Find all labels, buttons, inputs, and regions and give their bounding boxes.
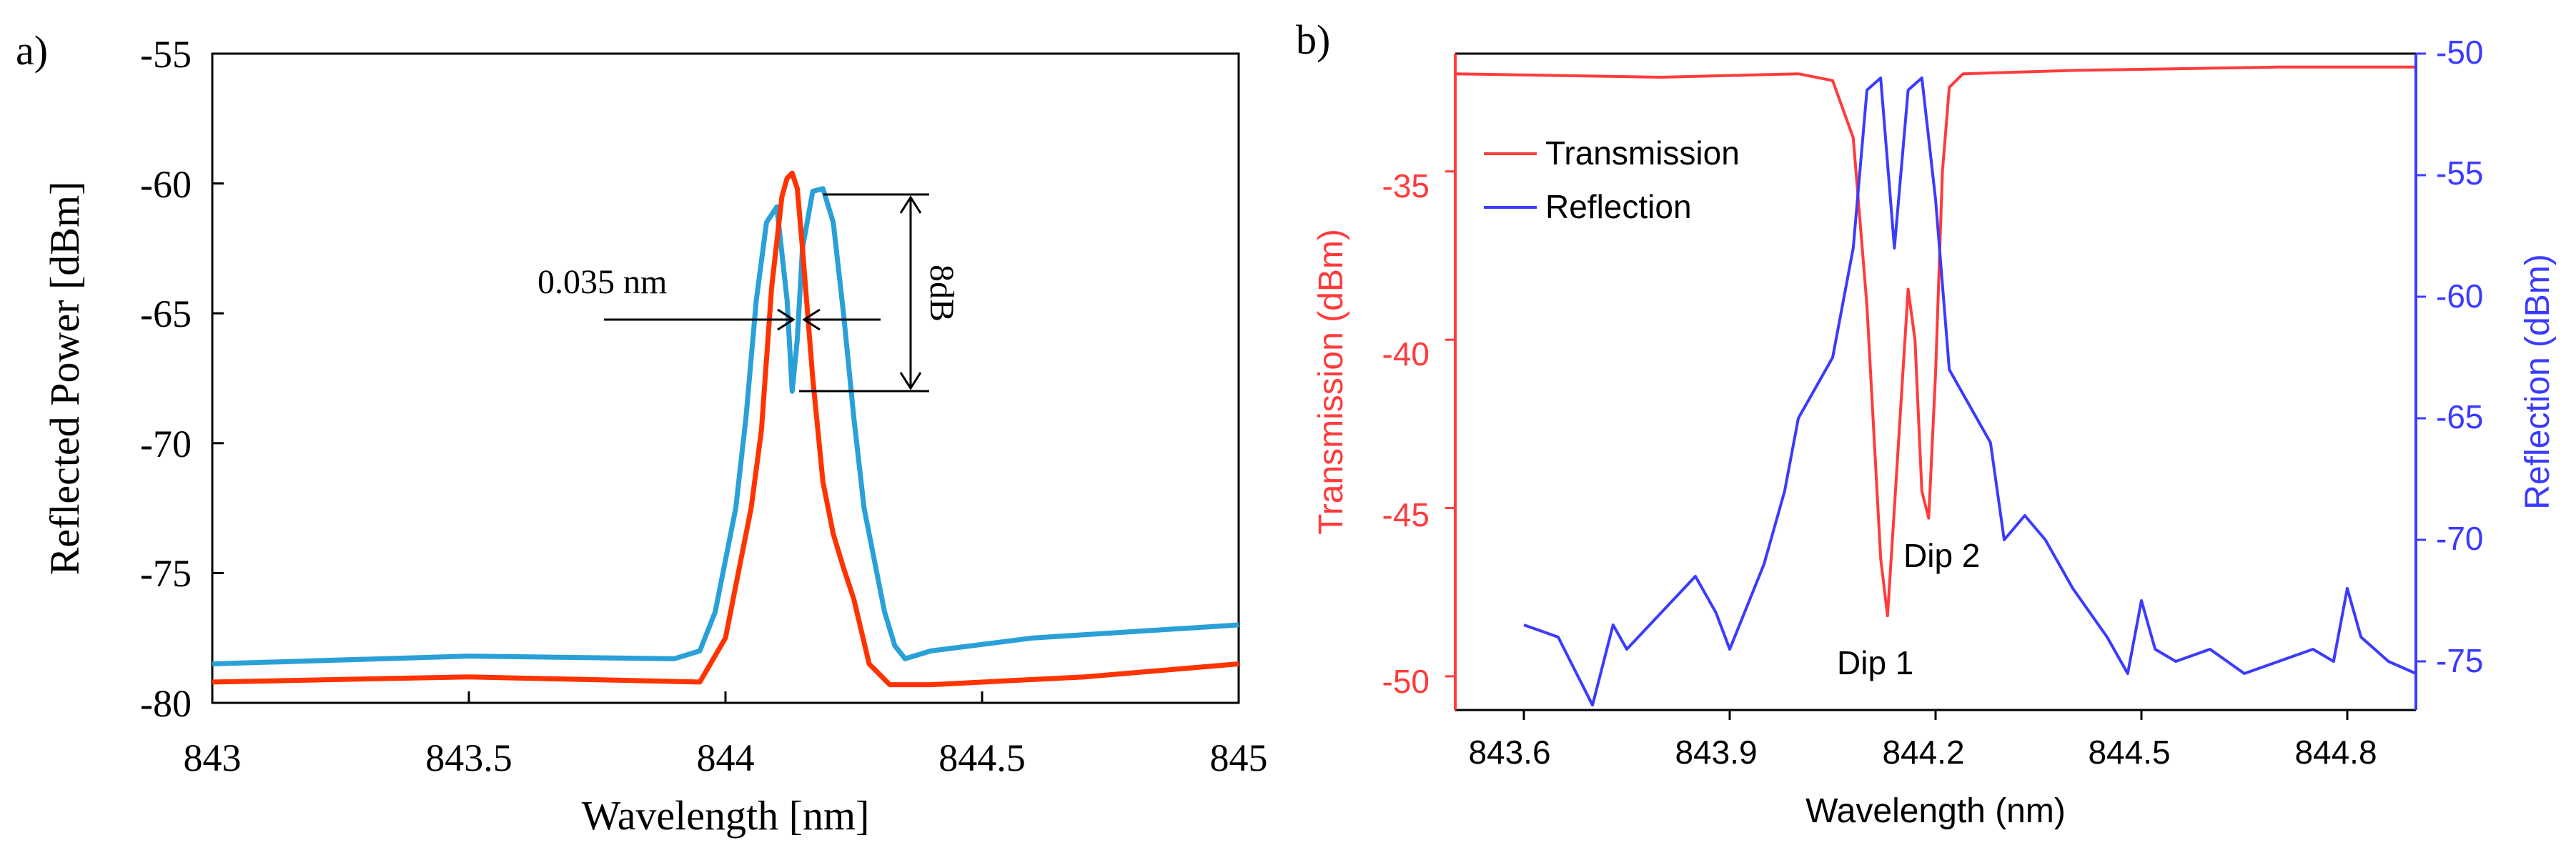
chart-a-ytick-label: -55 (140, 33, 192, 76)
chart-b-xtick-label: 843.9 (1675, 734, 1757, 771)
chart-b-ytick-label: -40 (1382, 335, 1430, 373)
chart-a-ticks (211, 52, 1240, 704)
annotation-dip2: Dip 2 (1903, 537, 1980, 574)
chart-a-ylabel: Reflected Power [dBm] (41, 182, 88, 576)
chart-a-series-layer (211, 52, 1240, 704)
chart-b-ytick-right-label: -60 (2436, 277, 2483, 315)
chart-b-ytick-label: -45 (1382, 496, 1430, 533)
chart-a-ytick-label: -65 (140, 292, 192, 335)
chart-b-ytick-label: -35 (1382, 167, 1430, 204)
depth-arrowhead-bottom (899, 372, 922, 390)
chart-a-xtick-label: 845 (1210, 736, 1268, 779)
chart-b-ytick-right-label: -55 (2436, 154, 2483, 192)
chart-b-xtick-label: 844.5 (2088, 734, 2170, 771)
chart-b-ytick-label: -50 (1382, 663, 1430, 700)
chart-b-ytick-right-label: -50 (2436, 34, 2483, 71)
chart-b-ytick-right-label: -65 (2436, 398, 2483, 435)
chart-a-xtick-label: 843.5 (425, 736, 512, 779)
chart-b-xtick-label: 844.2 (1882, 734, 1964, 771)
chart-a-ytick-label: -70 (140, 423, 192, 465)
annotation-depth: 8dB (923, 265, 961, 322)
panel-label-a: a) (16, 27, 48, 74)
chart-a-xtick-label: 844.5 (938, 736, 1026, 779)
chart-b-xlabel: Wavelength (nm) (1805, 792, 2066, 830)
chart-b-ylabel-right: Reflection (dBm) (2519, 254, 2557, 509)
chart-a-series-red (212, 170, 1239, 688)
chart-a: a) -55 -60 -65 -70 -75 -80 843 843.5 844… (16, 27, 1268, 839)
chart-b-ticks (1445, 52, 2426, 720)
chart-b-ytick-right-label: -75 (2436, 642, 2483, 679)
chart-a-ytick-label: -75 (140, 552, 192, 595)
width-arrowhead-left (777, 308, 796, 331)
annotation-width: 0.035 nm (538, 263, 667, 301)
width-arrowhead-right (802, 308, 821, 331)
chart-b-xtick-label: 844.8 (2294, 734, 2377, 771)
chart-a-xtick-label: 844 (697, 736, 755, 779)
chart-a-annotations (604, 193, 929, 393)
chart-a-xlabel: Wavelength [nm] (582, 792, 870, 839)
chart-a-xtick-label: 843 (184, 736, 242, 779)
chart-b-xtick-label: 843.6 (1468, 734, 1550, 771)
chart-b-ytick-right-label: -70 (2436, 520, 2483, 557)
chart-a-ytick-label: -80 (140, 682, 192, 725)
chart-b-series-reflection (1523, 77, 2417, 707)
chart-a-plot-frame (211, 52, 1240, 704)
chart-b-legend: Transmission Reflection (1484, 134, 1740, 225)
chart-a-series-blue (212, 186, 1239, 666)
chart-b-series-transmission (1455, 65, 2416, 618)
depth-arrowhead-top (899, 195, 922, 214)
panel-label-b: b) (1296, 16, 1330, 63)
chart-b-series-layer (1445, 52, 2426, 720)
annotation-dip1: Dip 1 (1837, 644, 1913, 681)
chart-b: b) -35 -40 -45 -50 -50 -55 -60 -65 -70 -… (1296, 16, 2557, 830)
chart-b-ylabel-left: Transmission (dBm) (1312, 229, 1350, 535)
legend-label-reflection: Reflection (1545, 188, 1692, 225)
legend-label-transmission: Transmission (1545, 134, 1740, 172)
chart-a-ytick-label: -60 (140, 163, 192, 206)
